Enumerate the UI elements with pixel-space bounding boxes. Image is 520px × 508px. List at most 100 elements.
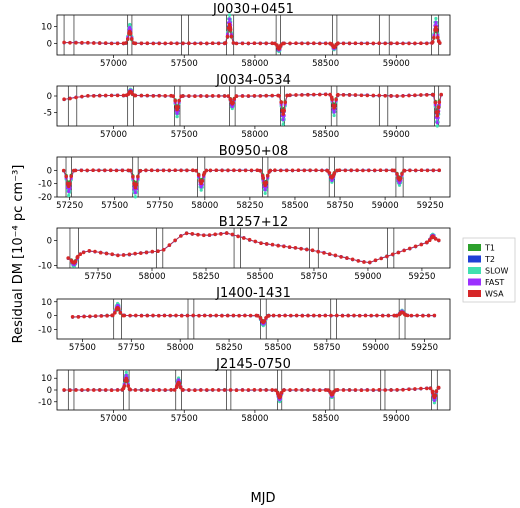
data-point: [179, 234, 183, 238]
series-slow: [62, 87, 443, 128]
data-point: [377, 388, 382, 392]
data-point: [282, 388, 286, 392]
x-tick-label: 58000: [191, 201, 218, 211]
x-tick-label: 57500: [101, 201, 128, 211]
y-tick-label: -10: [38, 180, 52, 190]
data-point: [356, 259, 361, 263]
data-point: [434, 16, 438, 21]
data-point: [270, 41, 275, 45]
data-point: [173, 238, 177, 243]
data-point: [231, 41, 236, 45]
data-point: [176, 105, 180, 109]
data-point: [205, 94, 209, 98]
data-point: [281, 112, 286, 116]
data-point: [86, 94, 90, 98]
data-point: [323, 41, 328, 46]
data-point: [169, 388, 173, 392]
data-point: [268, 168, 273, 173]
data-point: [220, 313, 224, 318]
data-point: [113, 311, 117, 315]
data-point: [163, 41, 167, 46]
data-point: [110, 252, 114, 256]
x-tick-label: 57000: [100, 130, 127, 140]
y-tick-label: 10: [41, 298, 52, 308]
data-point: [228, 98, 233, 102]
data-point: [258, 316, 263, 320]
data-point: [409, 313, 414, 318]
data-point: [114, 168, 119, 173]
data-point: [289, 313, 293, 318]
data-point: [436, 105, 441, 109]
x-tick-label: 58500: [246, 272, 273, 282]
series-wsa: [62, 89, 444, 118]
data-point: [234, 41, 239, 46]
series-line: [67, 232, 440, 264]
data-point: [230, 232, 235, 237]
data-point: [401, 41, 405, 46]
data-point: [115, 41, 120, 46]
data-point: [187, 94, 191, 98]
data-point: [150, 249, 155, 254]
data-point: [371, 41, 376, 46]
data-point: [243, 313, 247, 318]
x-tick-label: 58000: [241, 414, 268, 424]
data-point: [341, 41, 346, 46]
data-point: [136, 174, 140, 179]
data-point: [345, 256, 349, 260]
panel-title: B0950+08: [219, 144, 288, 159]
data-point: [294, 93, 298, 97]
data-point: [128, 387, 132, 392]
data-point: [332, 113, 336, 118]
x-tick-label: 57750: [118, 343, 145, 353]
data-point: [133, 41, 138, 46]
data-point: [190, 232, 195, 236]
data-point: [97, 41, 102, 45]
x-tick-label: 58500: [281, 201, 308, 211]
data-point: [347, 93, 352, 97]
data-point: [385, 254, 389, 259]
legend-swatch: [468, 290, 481, 297]
data-point: [394, 313, 399, 318]
data-point: [78, 252, 83, 256]
data-point: [62, 97, 66, 101]
data-point: [377, 41, 382, 45]
data-point: [310, 248, 315, 252]
data-point: [279, 390, 284, 395]
series-fast: [62, 373, 441, 402]
data-point: [395, 388, 399, 392]
data-point: [314, 168, 318, 172]
data-point: [284, 168, 289, 173]
data-point: [67, 193, 71, 198]
data-point: [341, 388, 346, 392]
x-tick-label: 58750: [327, 201, 354, 211]
series-t2: [62, 89, 443, 119]
data-point: [434, 28, 439, 32]
data-point: [69, 174, 73, 178]
data-point: [415, 313, 419, 318]
data-point: [323, 313, 328, 318]
data-point: [224, 231, 229, 235]
data-point: [97, 168, 101, 173]
data-point: [258, 41, 263, 46]
series-slow: [62, 370, 441, 405]
panel-frame: [56, 227, 451, 269]
data-point: [397, 183, 402, 187]
data-point: [335, 313, 339, 318]
data-point: [253, 239, 258, 244]
data-point: [383, 388, 388, 392]
data-point: [128, 25, 132, 30]
data-point: [105, 313, 109, 318]
data-point: [258, 168, 263, 173]
x-tick-label: 57500: [69, 343, 96, 353]
y-tick-label: 10: [41, 23, 52, 33]
data-point: [432, 313, 437, 318]
data-point: [124, 370, 128, 374]
panel-frame: [56, 14, 451, 56]
data-point: [200, 179, 205, 183]
data-point: [430, 390, 435, 395]
data-point: [267, 313, 271, 318]
data-point: [219, 232, 223, 236]
data-point: [111, 313, 115, 318]
y-tick-label: 10: [41, 374, 52, 384]
